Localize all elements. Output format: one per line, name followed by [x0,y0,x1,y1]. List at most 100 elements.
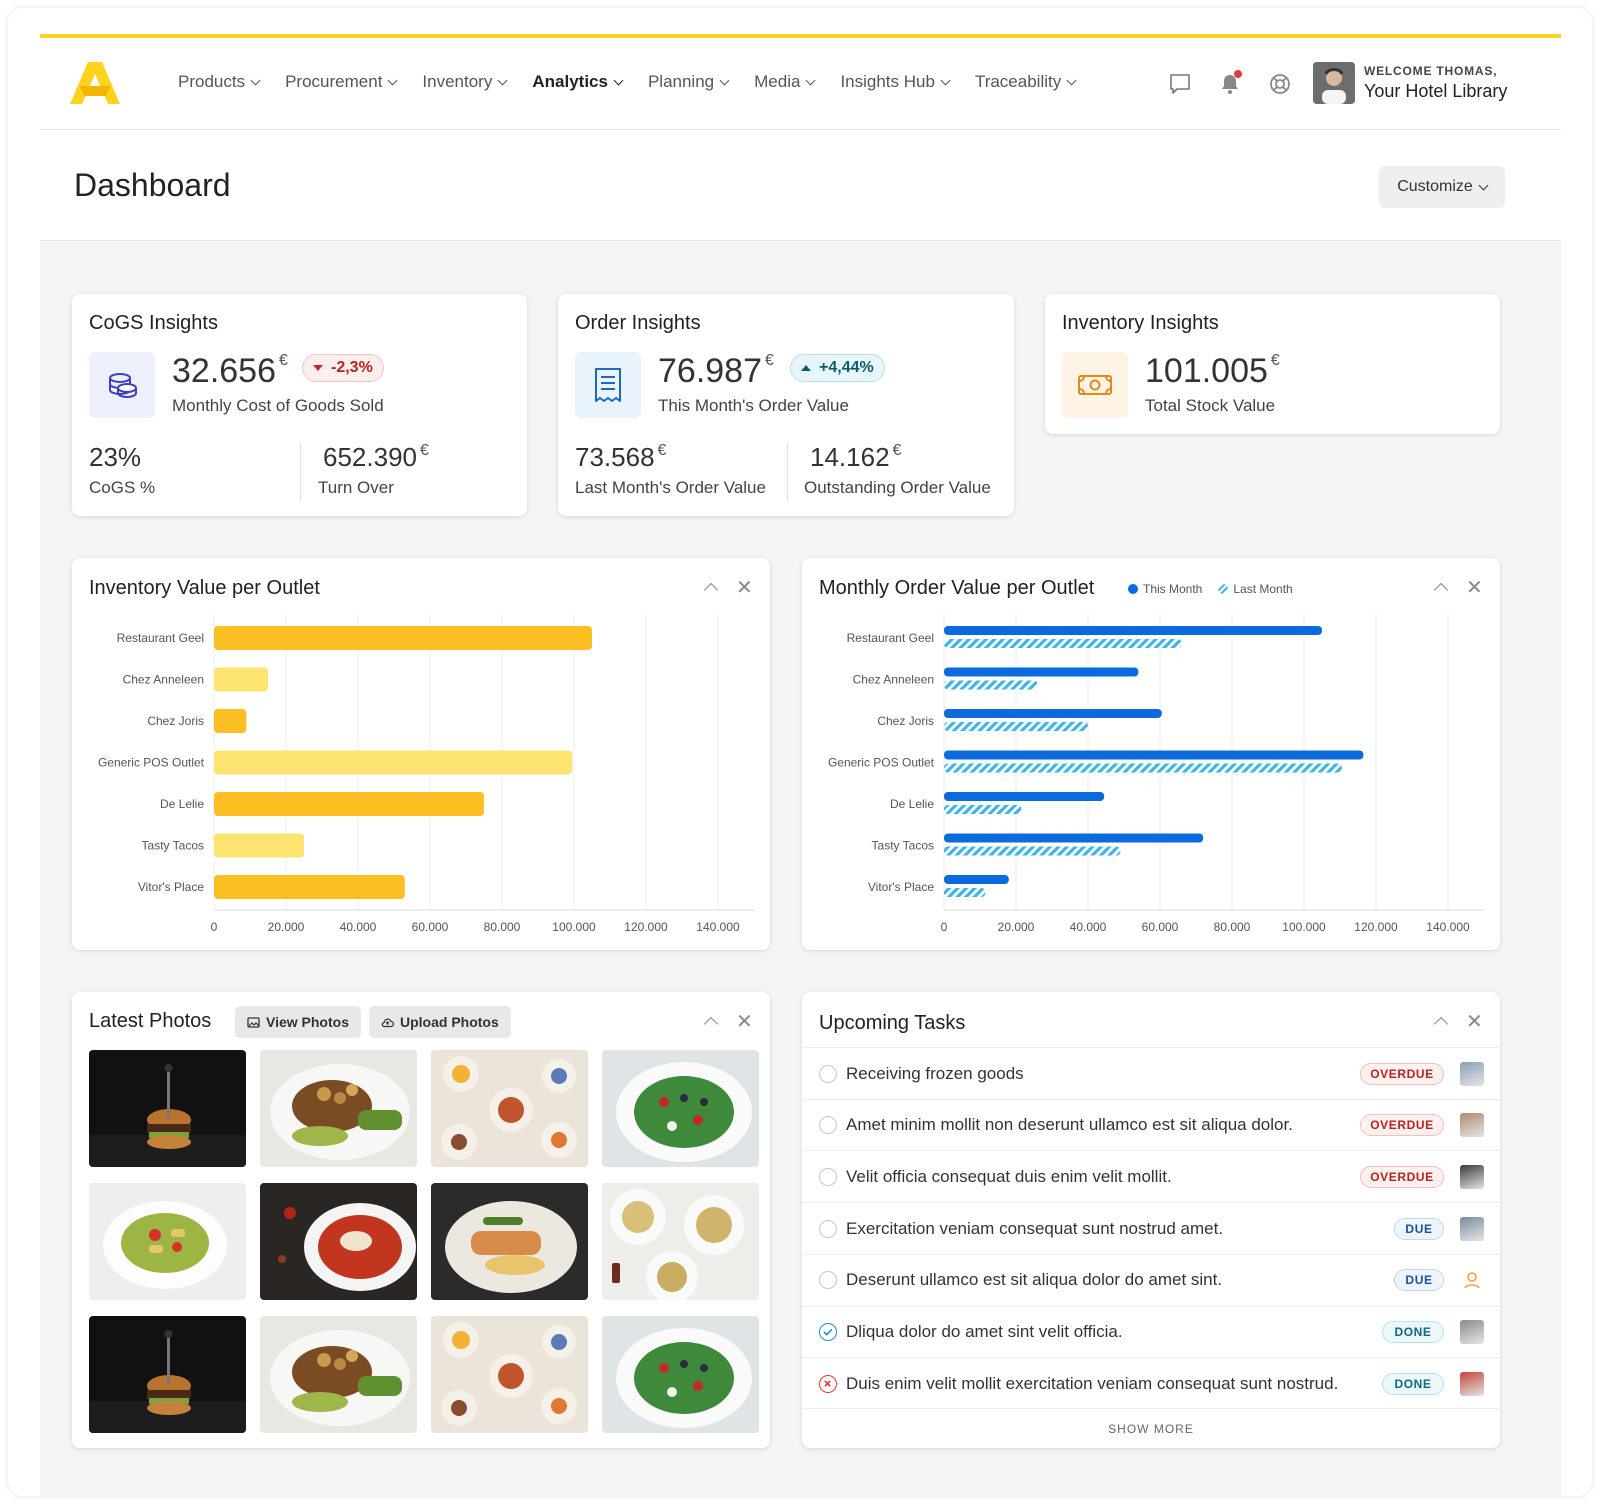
chevron-down-icon [1478,180,1489,190]
bar-this-month-tasty-tacos[interactable] [944,833,1204,843]
x-circle-icon[interactable] [819,1374,837,1393]
x-tick-label: 140.000 [696,920,740,934]
bar-this-month-chez-anneleen[interactable] [944,667,1139,677]
inventory-chart-panel: Inventory Value per Outlet ✕ 0 20.000 40.0… [72,558,770,950]
photo-thumbnail-curry-soup[interactable] [260,1183,417,1300]
check-circle-icon[interactable] [819,1323,837,1341]
bar-last-month-vitor-s-place[interactable] [944,888,986,897]
order-chart-panel: Monthly Order Value per Outlet This Mont… [802,558,1500,950]
chat-icon[interactable] [1168,72,1192,96]
bar-de-lelie[interactable] [214,792,484,816]
status-badge: OVERDUE [1360,1062,1444,1085]
task-row[interactable]: Exercitation veniam consequat sunt nostr… [802,1202,1500,1254]
photo-thumbnail-breakfast-spread[interactable] [431,1050,588,1167]
photo-thumbnail-grilled-pork[interactable] [260,1050,417,1167]
y-tick-label: De Lelie [890,797,934,811]
user-avatar[interactable] [1313,62,1355,104]
bar-last-month-generic-pos-outlet[interactable] [944,763,1342,773]
collapse-icon[interactable] [703,1016,719,1032]
nav-item-planning[interactable]: Planning [648,72,730,92]
close-icon[interactable]: ✕ [736,1011,753,1033]
y-tick-label: Chez Joris [877,714,934,728]
bell-icon [1222,75,1238,94]
photo-thumbnail-spaghetti[interactable] [602,1183,759,1300]
task-row[interactable]: Receiving frozen goods OVERDUE [802,1047,1500,1099]
task-checkbox[interactable] [819,1167,837,1186]
nav-item-media[interactable]: Media [754,72,816,92]
bar-last-month-chez-joris[interactable] [944,722,1088,731]
bar-this-month-vitor-s-place[interactable] [944,875,1009,884]
order-bar-chart: 0 20.000 40.000 60.000 80.000 100.000 120.000 1… [828,614,1484,934]
photo-thumbnail-grilled-pork[interactable] [260,1316,417,1433]
top-nav: Products Procurement Inventory Analytics… [40,38,1561,130]
cogs-percent-value: 23% [89,442,142,472]
task-checkbox[interactable] [819,1064,837,1083]
task-checkbox[interactable] [819,1116,837,1135]
chevron-down-icon [613,75,624,85]
bar-this-month-generic-pos-outlet[interactable] [944,750,1364,760]
bar-chez-anneleen[interactable] [214,667,268,692]
notifications-button[interactable] [1218,70,1242,96]
x-tick-label: 100.000 [552,920,596,934]
bar-last-month-de-lelie[interactable] [944,805,1022,814]
bar-restaurant-geel[interactable] [214,626,592,650]
y-tick-label: Restaurant Geel [117,631,204,645]
bar-vitor-s-place[interactable] [214,875,405,899]
nav-item-procurement[interactable]: Procurement [285,72,398,92]
bar-this-month-chez-joris[interactable] [944,709,1162,718]
task-row[interactable]: Deserunt ullamco est sit aliqua dolor do… [802,1253,1500,1306]
bar-last-month-chez-anneleen[interactable] [944,680,1038,690]
bar-last-month-tasty-tacos[interactable] [944,846,1121,856]
photo-thumbnail-burger[interactable] [89,1316,246,1433]
assignee-avatar[interactable] [1460,1164,1484,1189]
panel-title: Upcoming Tasks [819,1012,966,1034]
task-row[interactable]: Duis enim velit mollit exercitation veni… [802,1357,1500,1409]
upload-photos-button[interactable]: Upload Photos [369,1006,511,1038]
task-checkbox[interactable] [819,1271,837,1290]
legend-swatch-this-month [1128,584,1138,594]
nav-item-inventory[interactable]: Inventory [422,72,508,92]
photo-thumbnail-fish-plate[interactable] [431,1183,588,1300]
y-tick-label: Chez Joris [147,714,204,728]
x-tick-label: 60.000 [412,920,449,934]
assignee-avatar[interactable] [1460,1216,1484,1241]
assignee-avatar[interactable] [1460,1061,1484,1086]
nav-item-products[interactable]: Products [178,72,261,92]
photo-thumbnail-burger[interactable] [89,1050,246,1167]
y-tick-label: Tasty Tacos [142,839,204,853]
view-photos-button[interactable]: View Photos [235,1006,361,1038]
photo-thumbnail-pasta-salad[interactable] [89,1183,246,1300]
bar-this-month-de-lelie[interactable] [944,792,1105,801]
close-icon[interactable]: ✕ [736,577,753,599]
logo-icon[interactable] [70,60,120,106]
nav-item-insights-hub[interactable]: Insights Hub [840,72,951,92]
collapse-icon[interactable] [1433,1016,1449,1032]
close-icon[interactable]: ✕ [1466,1011,1483,1033]
user-placeholder-icon[interactable] [1460,1268,1484,1292]
account-switcher[interactable]: WELCOME THOMAS, Your Hotel Library [1364,64,1507,102]
task-row[interactable]: Velit officia consequat duis enim velit … [802,1150,1500,1202]
assignee-avatar[interactable] [1460,1113,1484,1138]
nav-item-analytics[interactable]: Analytics [532,72,624,92]
task-checkbox[interactable] [819,1219,837,1238]
show-more-button[interactable]: SHOW MORE [802,1408,1500,1448]
bar-this-month-restaurant-geel[interactable] [944,626,1322,635]
help-icon[interactable] [1268,72,1292,96]
close-icon[interactable]: ✕ [1466,577,1483,599]
bar-chez-joris[interactable] [214,709,247,733]
task-row[interactable]: Amet minim mollit non deserunt ullamco e… [802,1098,1500,1151]
assignee-avatar[interactable] [1460,1371,1484,1396]
customize-button[interactable]: Customize [1379,166,1505,208]
bar-last-month-restaurant-geel[interactable] [944,639,1182,648]
photo-thumbnail-salad[interactable] [602,1316,759,1433]
bar-generic-pos-outlet[interactable] [214,750,573,775]
photo-thumbnail-breakfast-spread[interactable] [431,1316,588,1433]
assignee-avatar[interactable] [1460,1320,1484,1344]
nav-item-traceability[interactable]: Traceability [975,72,1077,92]
task-row[interactable]: Dliqua dolor do amet sint velit officia.… [802,1305,1500,1358]
photo-thumbnail-salad[interactable] [602,1050,759,1167]
turnover-label: Turn Over [318,478,394,497]
y-tick-label: Generic POS Outlet [828,756,935,770]
bar-tasty-tacos[interactable] [214,833,304,858]
x-tick-label: 40.000 [1070,920,1107,934]
